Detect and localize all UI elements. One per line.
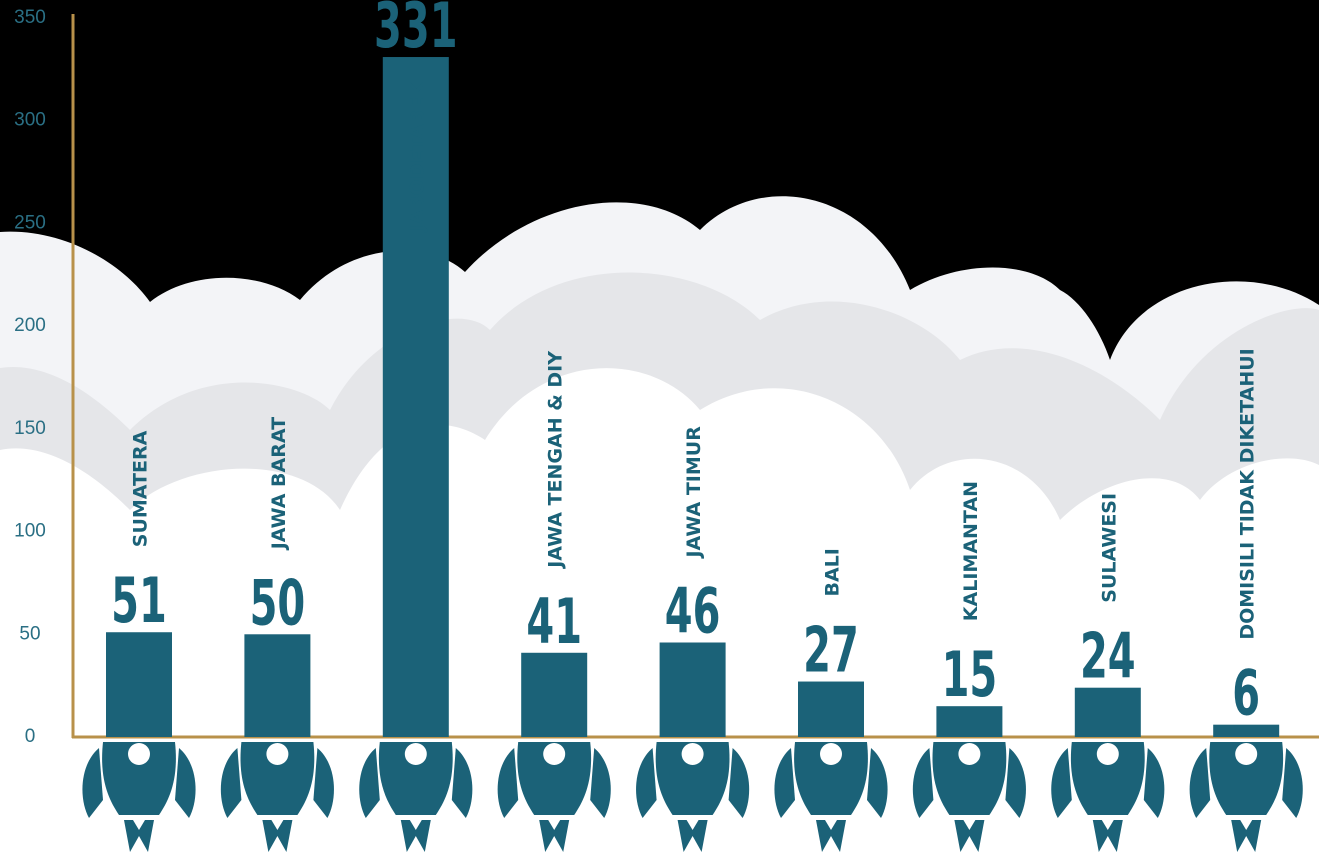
rocket [359, 742, 473, 852]
rocket-window [1096, 743, 1119, 765]
rocket-flame [400, 820, 431, 852]
value-label: 27 [803, 614, 859, 687]
rocket-flame [1092, 820, 1123, 852]
rocket-fin [1189, 748, 1211, 818]
bar [659, 642, 726, 737]
rocket-body [378, 742, 453, 815]
rocket-flame [262, 820, 293, 852]
rocket-fin [359, 748, 380, 818]
rocket [1189, 742, 1303, 852]
rocket-fin [774, 748, 795, 818]
value-label: 51 [111, 565, 167, 638]
rocket-body [1070, 742, 1145, 815]
category-label: DOMISILI TIDAK DIKETAHUI [1237, 348, 1259, 639]
rocket-fin [313, 748, 334, 818]
rocket [636, 742, 750, 852]
rocket-fin [451, 748, 473, 818]
bar [798, 681, 864, 737]
y-tick-label: 150 [14, 418, 46, 439]
rocket-window [820, 743, 842, 765]
rocket-flame [124, 820, 154, 852]
bar [106, 632, 172, 737]
rocket [1051, 742, 1165, 852]
y-tick-label: 200 [14, 315, 46, 336]
category-label: JAWA BARAT [268, 417, 290, 551]
rocket-fin [590, 748, 611, 818]
rocket-fin [728, 748, 750, 818]
rocket-window [1235, 743, 1258, 765]
rocket-body [655, 742, 730, 815]
rocket-body [1209, 742, 1284, 815]
category-label: JABODETABEK [406, 81, 428, 234]
rocket-body [102, 742, 176, 815]
rocket-window [681, 743, 704, 765]
rocket-flame [954, 820, 985, 852]
value-label: 50 [250, 567, 306, 640]
bar [521, 652, 588, 737]
category-label: BALI [822, 548, 844, 596]
bar [936, 706, 1003, 737]
value-label: 331 [374, 0, 457, 63]
bar [1074, 687, 1141, 737]
rocket-window [543, 743, 566, 765]
bar [244, 634, 311, 737]
y-tick-label: 350 [14, 7, 46, 28]
value-label: 41 [526, 586, 582, 659]
category-label: SUMATERA [130, 430, 152, 547]
value-label: 15 [942, 639, 998, 712]
y-tick-label: 0 [25, 726, 36, 747]
rocket-fin [1051, 748, 1072, 818]
rocket-body [932, 742, 1007, 815]
rocket-window [266, 743, 289, 765]
value-label: 24 [1080, 621, 1136, 694]
rocket-fin [1282, 748, 1303, 818]
rocket-fin [912, 748, 934, 818]
rocket-body [240, 742, 315, 815]
rocket-fin [175, 748, 196, 818]
rocket-flame [539, 820, 570, 852]
y-tick-label: 100 [14, 521, 46, 542]
rocket-flame [677, 820, 708, 852]
rocket [774, 742, 888, 852]
category-label: KALIMANTAN [960, 481, 982, 621]
bar [1213, 724, 1280, 737]
value-label: 6 [1232, 657, 1260, 730]
rocket-window [958, 743, 981, 765]
rocket-fin [82, 748, 103, 818]
rocket-fin [1005, 748, 1026, 818]
rocket-fin [1143, 748, 1165, 818]
rocket-window [128, 743, 150, 765]
y-tick-label: 250 [14, 212, 46, 233]
y-tick-label: 300 [14, 110, 46, 131]
category-label: JAWA TENGAH & DIY [545, 351, 567, 570]
rocket-body [794, 742, 868, 815]
bar [382, 57, 449, 737]
rocket-flame [1231, 820, 1262, 852]
category-label: SULAWESI [1098, 493, 1120, 603]
rocket [220, 742, 334, 852]
y-tick-label: 50 [19, 623, 40, 644]
rocket-window [404, 743, 427, 765]
rocket [912, 742, 1026, 852]
rocket [82, 742, 196, 852]
category-label: JAWA TIMUR [683, 426, 705, 560]
rocket-fin [220, 748, 242, 818]
rocket-fin [867, 748, 888, 818]
rocket-fin [636, 748, 657, 818]
rocket-flame [816, 820, 846, 852]
rocket-fin [497, 748, 519, 818]
value-label: 46 [665, 575, 721, 648]
rocket-body [517, 742, 592, 815]
rocket [497, 742, 611, 852]
